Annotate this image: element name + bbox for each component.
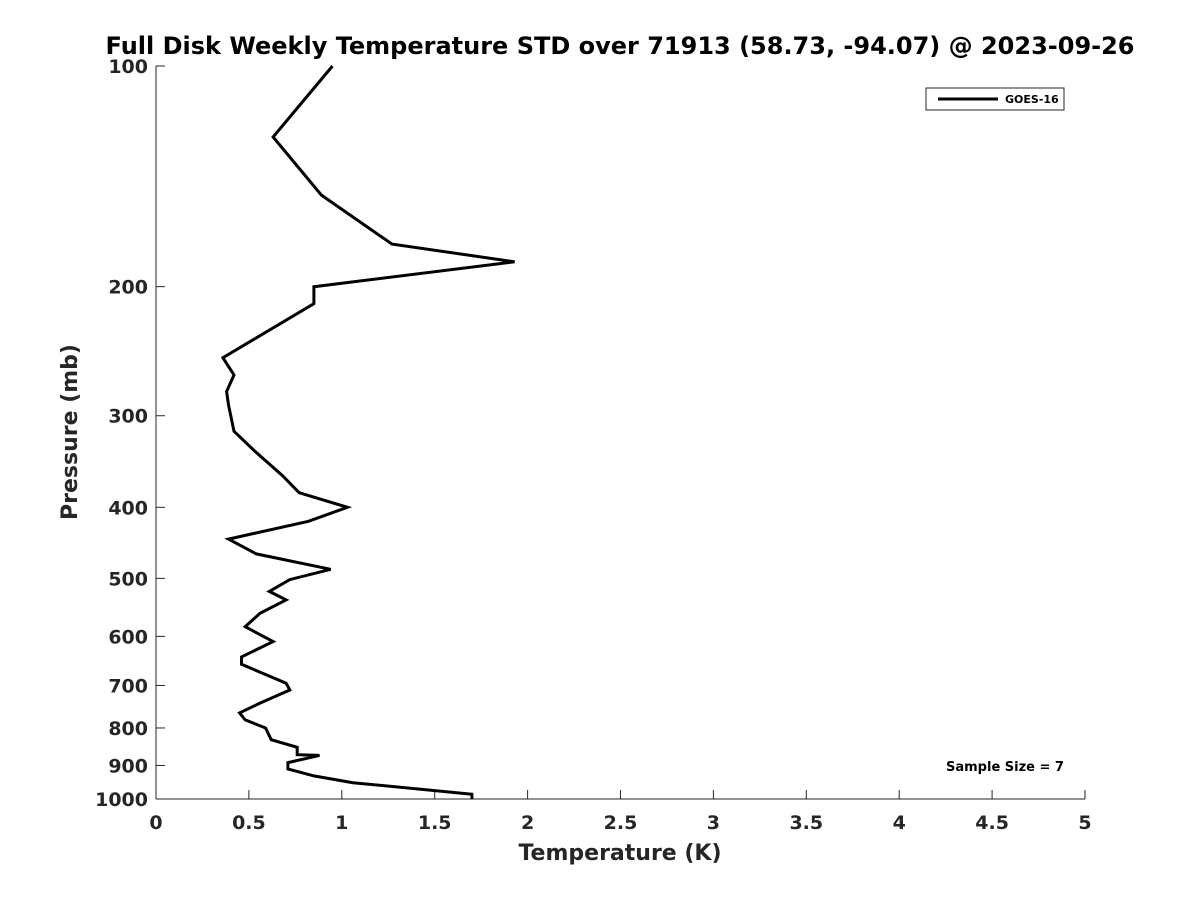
y-ticks: 100 200 300 400 500 600 700 800 900 1000 <box>95 56 165 811</box>
legend-entry-goes-16: GOES-16 <box>1005 93 1059 106</box>
x-tick-label: 3.5 <box>789 812 823 834</box>
y-tick-label: 400 <box>108 497 148 519</box>
x-tick-label: 1.5 <box>418 812 452 834</box>
y-axis-label: Pressure (mb) <box>58 344 83 520</box>
y-tick-label: 800 <box>108 718 148 740</box>
plot-area: 0 0.5 1 1.5 2 2.5 3 3.5 4 4.5 5 100 200 300 400 500 600… <box>95 56 1092 834</box>
x-tick-label: 5 <box>1078 812 1091 834</box>
y-tick-label: 900 <box>108 755 148 777</box>
y-tick-label: 100 <box>108 56 148 78</box>
y-tick-label: 200 <box>108 277 148 299</box>
x-tick-label: 2 <box>521 812 534 834</box>
x-tick-label: 0 <box>149 812 162 834</box>
x-tick-label: 2.5 <box>604 812 638 834</box>
x-tick-label: 1 <box>335 812 348 834</box>
y-tick-label: 1000 <box>95 789 148 811</box>
x-ticks: 0 0.5 1 1.5 2 2.5 3 3.5 4 4.5 5 <box>149 790 1092 834</box>
series-layer <box>220 65 515 799</box>
x-tick-label: 3 <box>707 812 720 834</box>
x-tick-label: 0.5 <box>232 812 266 834</box>
y-tick-label: 600 <box>108 626 148 648</box>
series-line-goes-16 <box>220 65 515 799</box>
sample-size-annotation: Sample Size = 7 <box>946 760 1064 775</box>
y-tick-label: 700 <box>108 675 148 697</box>
y-tick-label: 500 <box>108 568 148 590</box>
chart-title: Full Disk Weekly Temperature STD over 71… <box>106 32 1135 60</box>
legend: GOES-16 <box>925 87 1065 111</box>
x-tick-label: 4 <box>893 812 906 834</box>
x-tick-label: 4.5 <box>975 812 1009 834</box>
y-tick-label: 300 <box>108 406 148 428</box>
x-axis-label: Temperature (K) <box>518 841 721 866</box>
